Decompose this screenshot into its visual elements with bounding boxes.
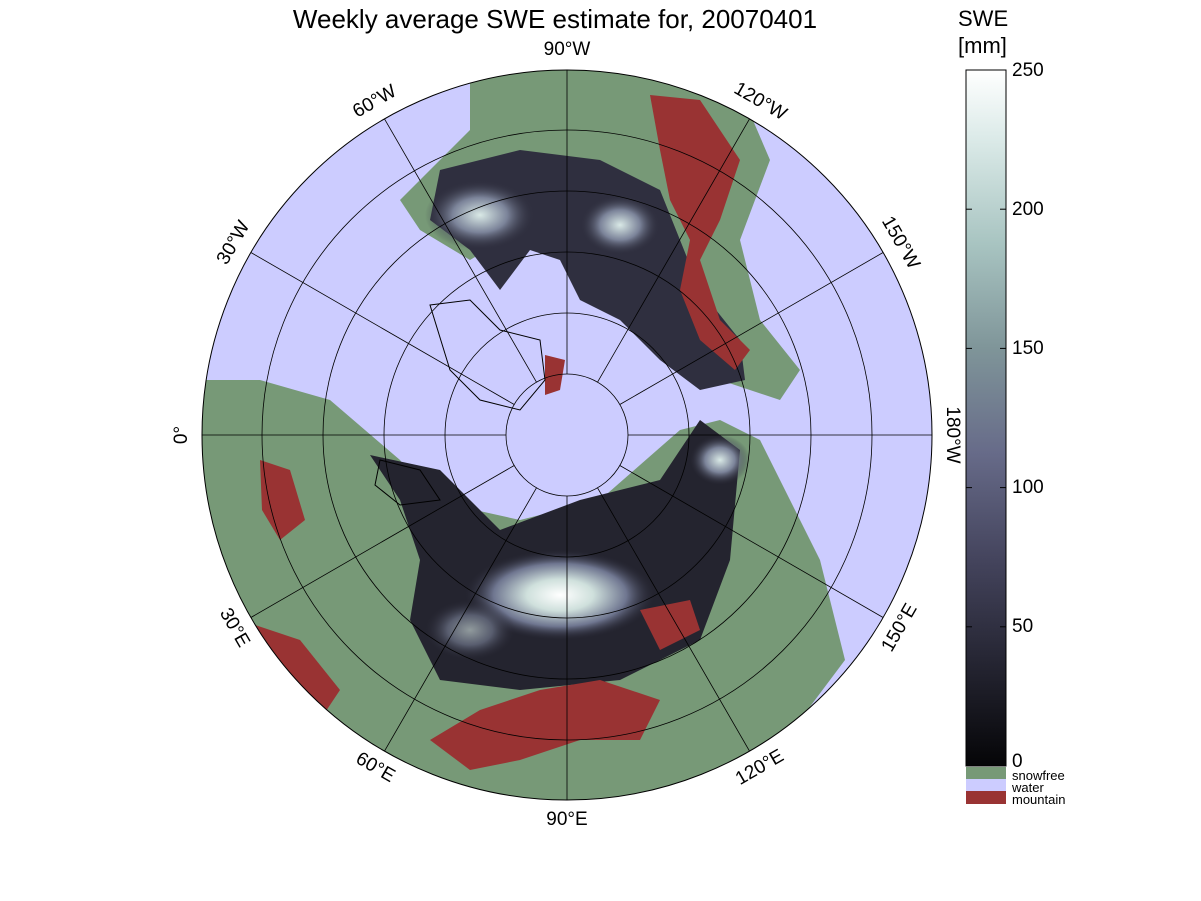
meridian-line (619, 465, 884, 618)
meridian-line (384, 487, 537, 752)
scandinavia-mountains (260, 460, 305, 540)
meridian-line (250, 465, 515, 618)
longitude-label: 90°E (546, 809, 588, 830)
colorbar-tick-100: 100 (1012, 477, 1044, 498)
meridian-line (619, 252, 884, 405)
colorbar-tick-0: 0 (1012, 751, 1023, 772)
legend-label-mountain: mountain (1012, 792, 1066, 807)
colorbar-label-line1: SWE (958, 6, 1009, 31)
svalbard-outline (374, 459, 441, 506)
map-frame (201, 69, 933, 801)
legend-swatch-mountain (966, 791, 1006, 804)
colorbar-gradient (965, 69, 1007, 767)
siberian-mountains (640, 600, 700, 650)
longitude-label: 90°W (543, 39, 591, 60)
greenland-outline (429, 299, 546, 411)
meridian-line (597, 487, 750, 752)
meridian-line (597, 118, 750, 383)
central-asia-mountains (430, 680, 660, 770)
longitude-label: 0° (171, 425, 192, 445)
legend-label-snowfree: snowfree (1012, 768, 1065, 783)
colorbar-tick-250: 250 (1012, 60, 1044, 81)
longitude-label: 180°W (942, 406, 963, 464)
rocky-mountains (650, 95, 750, 370)
meridian-line (384, 118, 537, 383)
colorbar-tick-150: 150 (1012, 338, 1044, 359)
colorbar-tick-200: 200 (1012, 199, 1044, 220)
legend-swatch-snowfree (966, 767, 1006, 779)
graticule (202, 70, 932, 800)
map-title: Weekly average SWE estimate for, 2007040… (292, 4, 818, 34)
legend-swatch-water (966, 779, 1006, 791)
legend-label-water: water (1012, 780, 1044, 795)
colorbar-tick-50: 50 (1012, 616, 1034, 637)
colorbar (965, 69, 1007, 804)
colorbar-label-line2: [mm] (958, 33, 1007, 58)
meridian-line (250, 252, 515, 405)
